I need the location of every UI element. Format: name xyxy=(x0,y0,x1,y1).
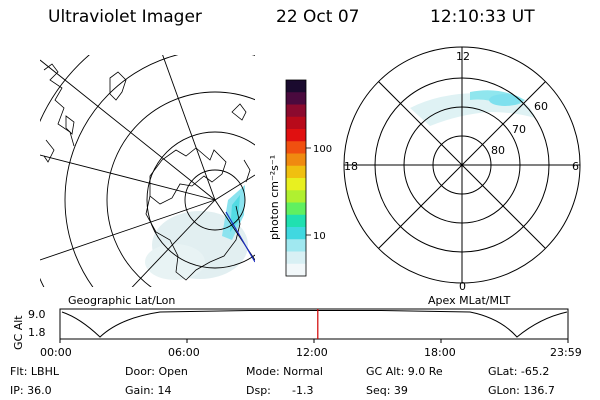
colorbar-stripe xyxy=(286,227,306,240)
altitude-curve xyxy=(61,310,568,338)
app-title: Ultraviolet Imager xyxy=(48,7,202,27)
colorbar-stripe xyxy=(286,178,306,191)
altitude-ytick-1-8: 1.8 xyxy=(28,326,46,339)
altitude-ylabel: GC Alt xyxy=(12,315,25,350)
colorbar-stripe xyxy=(286,202,306,216)
mlt-label-6: 6 xyxy=(572,160,579,173)
colorbar-stripe xyxy=(286,263,306,277)
gain-readout: Gain: 14 xyxy=(125,384,172,397)
door-readout: Door: Open xyxy=(125,365,188,378)
apex-polar-plot: 12 0 18 6 60 70 80 xyxy=(343,46,581,293)
glon-readout: GLon: 136.7 xyxy=(488,384,555,397)
mlt-label-12: 12 xyxy=(456,50,470,63)
dsp-label: Dsp: xyxy=(246,384,271,397)
mlat-label-80: 80 xyxy=(491,144,505,157)
geo-coastlines xyxy=(43,63,251,281)
colorbar-stripe xyxy=(286,214,306,228)
altitude-xtick-2359: 23:59 xyxy=(550,346,582,359)
geo-lat-grid xyxy=(40,55,255,287)
altitude-plot-frame xyxy=(59,308,569,340)
filter-readout: Flt: LBHL xyxy=(10,365,59,378)
mlat-label-60: 60 xyxy=(534,100,548,113)
colorbar-frame xyxy=(285,79,307,277)
polar-emission xyxy=(410,90,535,126)
altitude-xtick-0600: 06:00 xyxy=(168,346,200,359)
polar-grid xyxy=(343,46,581,284)
altitude-plot: GC Alt xyxy=(12,308,569,350)
ip-readout: IP: 36.0 xyxy=(10,384,52,397)
glat-readout: GLat: -65.2 xyxy=(488,365,550,378)
altitude-xtick-0000: 00:00 xyxy=(40,346,72,359)
colorbar-stripe xyxy=(286,239,306,252)
colorbar-stripe xyxy=(286,116,306,130)
geographic-map xyxy=(40,55,255,287)
geographic-panel-label: Geographic Lat/Lon xyxy=(68,294,176,307)
altitude-xtick-1800: 18:00 xyxy=(424,346,456,359)
mlt-label-18: 18 xyxy=(344,160,358,173)
altitude-x-ticks xyxy=(59,339,569,343)
colorbar-stripe xyxy=(286,92,306,105)
colorbar-stripe xyxy=(286,141,306,154)
satellite-track xyxy=(225,211,255,263)
time-label: 12:10:33 UT xyxy=(430,7,535,27)
dsp-value: -1.3 xyxy=(292,384,314,397)
colorbar-stripe xyxy=(286,153,306,167)
colorbar-stripe xyxy=(286,104,306,118)
apex-panel-label: Apex MLat/MLT xyxy=(428,294,511,307)
colorbar-stripe xyxy=(286,165,306,179)
seq-readout: Seq: 39 xyxy=(366,384,408,397)
colorbar-stripe xyxy=(286,190,306,203)
geo-lon-grid xyxy=(40,55,255,287)
gc-alt-readout: GC Alt: 9.0 Re xyxy=(366,365,443,378)
colorbar-stripe xyxy=(286,80,306,93)
colorbar-gradient xyxy=(286,80,306,277)
altitude-xtick-1200: 12:00 xyxy=(296,346,328,359)
date-label: 22 Oct 07 xyxy=(276,7,360,27)
colorbar-unit-label: photon cm⁻²s⁻¹ xyxy=(268,155,281,240)
colorbar-tick-label-100: 100 xyxy=(313,144,332,155)
colorbar-tick-label-10: 10 xyxy=(313,231,326,242)
colorbar: 100 10 photon cm⁻²s⁻¹ xyxy=(268,79,332,277)
altitude-ytick-9: 9.0 xyxy=(28,308,46,321)
mlat-label-70: 70 xyxy=(512,123,526,136)
colorbar-stripe xyxy=(286,129,306,142)
colorbar-stripe xyxy=(286,251,306,265)
mode-readout: Mode: Normal xyxy=(246,365,323,378)
mlt-label-0: 0 xyxy=(459,280,466,293)
